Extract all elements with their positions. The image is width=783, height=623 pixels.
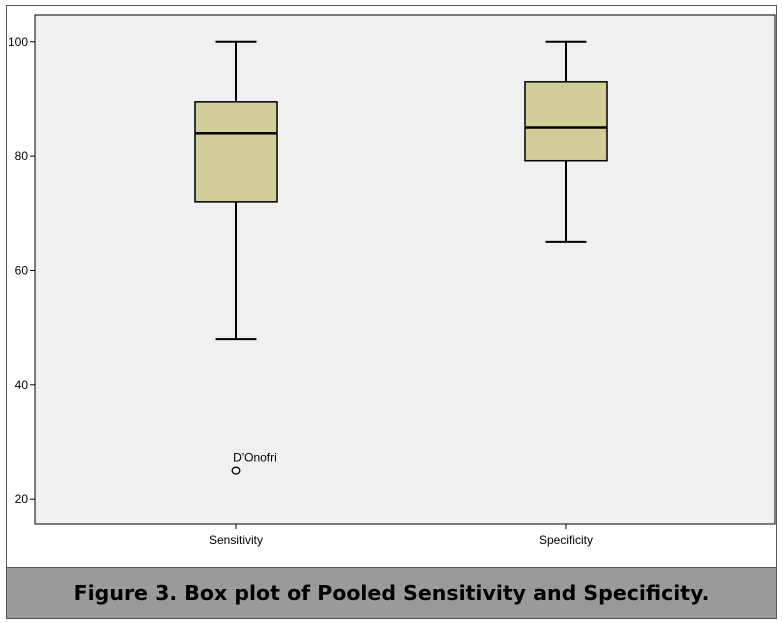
y-tick-label: 40	[15, 378, 29, 392]
x-axis: Sensitivity Specificity	[209, 524, 593, 547]
boxes-group: D'Onofri	[194, 40, 608, 475]
iqr-box-sensitivity	[194, 101, 278, 203]
x-tick-label-sensitivity: Sensitivity	[209, 533, 263, 547]
iqr-box-specificity	[524, 81, 608, 162]
plot-area	[34, 14, 776, 525]
figure-panel: 20 40 60 80 100 Sensitivity Specificity D'Ono…	[6, 5, 777, 619]
box-plot-chart: 20 40 60 80 100 Sensitivity Specificity D'Ono…	[8, 14, 776, 547]
caption-bar: Figure 3. Box plot of Pooled Sensitivity…	[7, 567, 776, 618]
box-sensitivity: D'Onofri	[194, 40, 278, 475]
y-tick-label: 100	[8, 35, 28, 49]
y-tick-label: 60	[15, 263, 29, 277]
outlier-label: D'Onofri	[233, 451, 277, 465]
y-tick-label: 80	[15, 149, 29, 163]
y-axis: 20 40 60 80 100	[8, 35, 35, 506]
outlier-point	[231, 466, 241, 475]
figure-caption: Figure 3. Box plot of Pooled Sensitivity…	[73, 581, 710, 605]
x-tick-label-specificity: Specificity	[539, 533, 593, 547]
y-tick-label: 20	[15, 492, 29, 506]
box-specificity	[524, 40, 608, 243]
